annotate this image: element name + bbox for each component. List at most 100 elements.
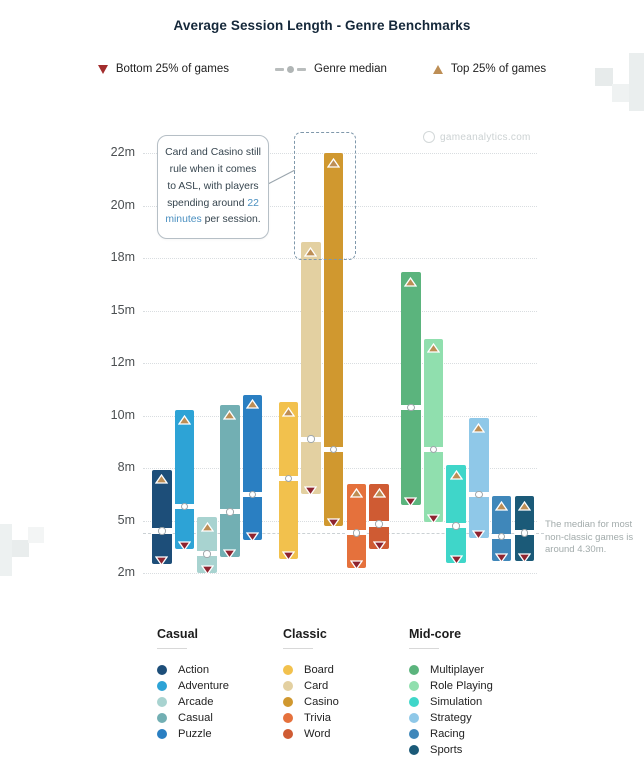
legend-item-arcade: Arcade xyxy=(157,694,282,710)
genre-label: Multiplayer xyxy=(430,664,485,676)
bottom-quartile-marker xyxy=(449,552,463,565)
top-quartile-marker xyxy=(517,498,531,511)
genre-legend-items: Action Adventure Arcade Casual Puzzle xyxy=(157,662,282,742)
genre-label: Arcade xyxy=(178,696,214,708)
legend-item-top-quartile: Top 25% of games xyxy=(432,63,547,75)
genre-label: Board xyxy=(304,664,334,676)
legend-item-racing: Racing xyxy=(409,726,534,742)
top-quartile-marker xyxy=(449,467,463,480)
genre-legend-items: Board Card Casino Trivia Word xyxy=(283,662,408,742)
quartile-legend: Bottom 25% of games Genre median Top 25%… xyxy=(0,63,644,75)
legend-item-sports: Sports xyxy=(409,742,534,758)
y-tick-label: 15m xyxy=(110,302,135,317)
median-line-icon xyxy=(275,65,306,73)
callout-annotation: Card and Casino still rule when it comes… xyxy=(157,135,269,240)
genre-label: Word xyxy=(304,728,331,740)
top-quartile-marker xyxy=(304,244,318,257)
grid-line xyxy=(143,573,537,574)
legend-item-puzzle: Puzzle xyxy=(157,726,282,742)
genre-color-dot xyxy=(283,729,293,739)
genre-legend-group-classic: Classic Board Card Casino Trivia Word xyxy=(283,627,408,742)
bottom-quartile-marker xyxy=(349,557,364,570)
legend-item-simulation: Simulation xyxy=(409,694,534,710)
bottom-quartile-marker xyxy=(517,550,531,563)
genre-label: Sports xyxy=(430,744,463,756)
bar-word xyxy=(369,483,389,549)
genre-color-dot xyxy=(283,697,293,707)
bar-puzzle xyxy=(242,394,263,540)
legend-item-casino: Casino xyxy=(283,694,408,710)
watermark-text: gameanalytics.com xyxy=(440,131,531,143)
bar-multiplayer xyxy=(401,272,421,505)
genre-color-dot xyxy=(157,713,167,723)
median-marker xyxy=(284,474,292,483)
genre-color-dot xyxy=(409,681,419,691)
genre-legend-header: Classic xyxy=(283,627,327,641)
median-marker xyxy=(375,520,383,528)
callout-text: Card and Casino still rule when it comes… xyxy=(165,147,261,209)
watermark: gameanalytics.com xyxy=(423,131,531,143)
genre-legend-header: Mid-core xyxy=(409,627,462,641)
y-tick-label: 8m xyxy=(117,460,135,474)
top-quartile-marker xyxy=(155,471,169,484)
bottom-quartile-marker xyxy=(245,529,260,542)
genre-color-dot xyxy=(409,697,419,707)
chart-title: Average Session Length - Genre Benchmark… xyxy=(173,18,471,33)
median-marker xyxy=(352,529,361,537)
median-reference-line xyxy=(143,532,544,534)
legend-label: Top 25% of games xyxy=(450,63,547,75)
genre-legend-group-mid-core: Mid-core Multiplayer Role Playing Simulatio… xyxy=(409,627,534,758)
genre-label: Strategy xyxy=(430,712,472,724)
genre-legend-group-casual: Casual Action Adventure Arcade Casual Puzzle xyxy=(157,627,282,742)
legend-item-casual: Casual xyxy=(157,710,282,726)
genre-label: Adventure xyxy=(178,680,229,692)
legend-item-card: Card xyxy=(283,678,408,694)
legend-header-underline xyxy=(157,648,187,649)
median-marker xyxy=(520,529,528,537)
top-quartile-marker xyxy=(200,519,214,532)
chart-plot-area: 2m 5m 8m 10m 12m 15m 18m 20m 22m xyxy=(110,145,544,579)
bottom-quartile-marker xyxy=(404,494,418,507)
legend-item-word: Word xyxy=(283,726,408,742)
legend-item-role-playing: Role Playing xyxy=(409,678,534,694)
bar-role-playing xyxy=(423,338,444,523)
bar-simulation xyxy=(446,465,466,563)
callout-highlight: 22 minutes xyxy=(165,197,259,226)
pixel-decoration xyxy=(28,527,44,543)
median-marker xyxy=(475,490,483,498)
callout-text: per session. xyxy=(201,214,261,226)
legend-label: Bottom 25% of games xyxy=(115,63,229,75)
y-tick-label: 18m xyxy=(110,250,135,264)
pixel-decoration xyxy=(612,84,630,102)
top-quartile-marker xyxy=(281,404,295,417)
bar-trivia xyxy=(346,483,367,568)
median-marker xyxy=(248,490,257,498)
bar-strategy xyxy=(469,418,489,538)
genre-label: Puzzle xyxy=(178,728,212,740)
bottom-quartile-marker xyxy=(472,527,486,541)
bar-sports xyxy=(514,496,534,561)
y-tick-label: 22m xyxy=(110,145,135,159)
bar-adventure xyxy=(174,410,195,549)
bar-casual xyxy=(220,405,240,558)
median-marker xyxy=(407,403,415,412)
highlight-box-card-casino xyxy=(294,132,356,260)
median-marker xyxy=(497,532,506,540)
top-quartile-marker xyxy=(223,407,237,420)
bottom-quartile-marker xyxy=(200,562,214,576)
bar-casino xyxy=(323,153,344,526)
legend-item-bottom-quartile: Bottom 25% of games xyxy=(97,63,229,75)
median-marker xyxy=(203,550,211,558)
y-tick-label: 2m xyxy=(117,565,135,579)
genre-color-dot xyxy=(157,697,167,707)
legend-item-trivia: Trivia xyxy=(283,710,408,726)
genre-color-dot xyxy=(157,681,167,691)
top-quartile-marker xyxy=(349,485,364,498)
median-marker xyxy=(429,445,438,454)
genre-color-dot xyxy=(157,665,167,675)
legend-item-strategy: Strategy xyxy=(409,710,534,726)
bottom-quartile-marker xyxy=(426,511,441,525)
top-quartile-marker xyxy=(326,155,341,168)
median-side-note: The median for most non-classic games is… xyxy=(545,519,634,556)
